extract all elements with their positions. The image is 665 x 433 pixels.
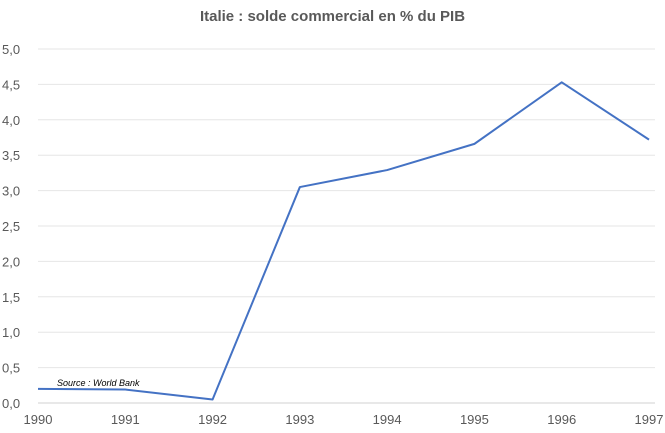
x-tick-label: 1995 [460,412,489,427]
y-tick-label: 2,5 [2,219,20,234]
source-annotation: Source : World Bank [57,378,140,388]
series-line [37,81,650,401]
y-tick-label: 1,5 [2,290,20,305]
y-tick-label: 4,5 [2,77,20,92]
x-tick-label: 1993 [285,412,314,427]
x-tick-label: 1994 [373,412,402,427]
x-tick-label: 1996 [547,412,576,427]
y-tick-label: 0,5 [2,361,20,376]
y-tick-label: 3,5 [2,148,20,163]
y-tick-label: 5,0 [2,42,20,57]
x-tick-label: 1991 [111,412,140,427]
y-tick-label: 1,0 [2,325,20,340]
y-tick-label: 3,0 [2,184,20,199]
x-tick-label: 1997 [635,412,664,427]
chart-title: Italie : solde commercial en % du PIB [199,8,466,25]
x-tick-label: 1992 [198,412,227,427]
x-tick-label: 1990 [24,412,53,427]
y-tick-label: 4,0 [2,113,20,128]
y-tick-label: 0,0 [2,396,20,411]
y-tick-label: 2,0 [2,254,20,269]
